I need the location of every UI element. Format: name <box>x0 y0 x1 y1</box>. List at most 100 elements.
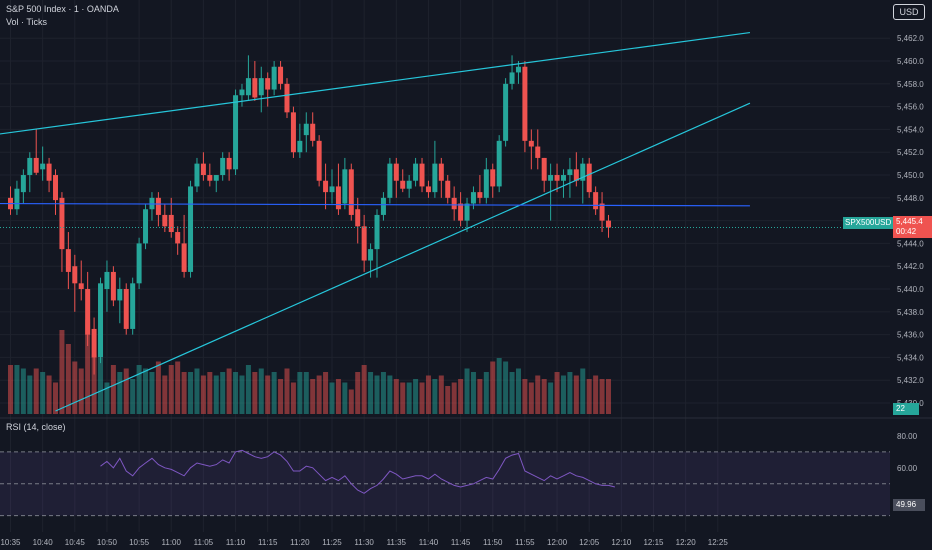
candle-body <box>162 214 168 227</box>
candle-body <box>72 266 78 284</box>
time-tick-label: 10:50 <box>97 538 118 547</box>
candle-body <box>515 66 521 73</box>
candle-body <box>213 175 219 181</box>
candle-body <box>85 289 91 335</box>
volume-legend[interactable]: Vol · Ticks <box>6 17 48 27</box>
volume-bar <box>535 375 541 414</box>
symbol-price-tag: SPX500USD <box>843 217 894 229</box>
candle-body <box>573 169 579 181</box>
rsi-pane <box>0 449 890 517</box>
candle-body <box>413 163 419 181</box>
candle-body <box>297 140 303 153</box>
price-tick-label: 5,448.0 <box>897 194 924 203</box>
candle-body <box>220 157 226 176</box>
candle-body <box>355 209 361 227</box>
time-tick-label: 11:50 <box>483 538 503 547</box>
volume-bar <box>143 368 149 414</box>
volume-bar <box>85 319 91 414</box>
volume-bar <box>33 368 39 414</box>
volume-bar <box>355 372 361 414</box>
volume-bar <box>117 372 123 414</box>
candle-body <box>599 203 605 221</box>
time-tick-label: 10:35 <box>0 538 21 547</box>
volume-bar <box>207 372 213 414</box>
volume-bar <box>284 368 290 414</box>
candle-body <box>451 197 457 210</box>
volume-bar <box>503 361 509 414</box>
volume-bar <box>104 382 110 414</box>
candle-body <box>271 66 277 90</box>
volume-bar <box>541 379 547 414</box>
rsi-tick-label: 60.00 <box>897 464 918 473</box>
candle-body <box>548 175 554 181</box>
volume-bar <box>188 372 194 414</box>
volume-bars <box>8 319 611 414</box>
volume-bar <box>451 382 457 414</box>
volume-bar <box>393 379 399 414</box>
drawings[interactable] <box>0 31 890 412</box>
volume-bar <box>445 386 451 414</box>
volume-bar <box>155 361 161 414</box>
currency-button[interactable]: USD <box>893 4 925 20</box>
candle-body <box>310 123 316 141</box>
volume-bar <box>303 372 309 414</box>
price-tick-label: 5,432.0 <box>897 376 924 385</box>
candles[interactable] <box>8 55 611 375</box>
volume-bar <box>605 379 611 414</box>
candle-body <box>323 180 329 193</box>
candle-body <box>265 78 271 90</box>
volume-bar <box>496 358 502 414</box>
time-tick-label: 11:30 <box>354 538 374 547</box>
candle-body <box>98 283 104 358</box>
candle-body <box>567 169 573 176</box>
volume-bar <box>98 358 104 414</box>
candle-body <box>226 157 232 170</box>
instrument-title[interactable]: S&P 500 Index · 1 · OANDA <box>6 4 119 14</box>
volume-bar <box>91 354 97 414</box>
candle-body <box>535 146 541 158</box>
volume-bar <box>438 375 444 414</box>
volume-bar <box>310 379 316 414</box>
volume-value-tag: 22 <box>893 403 919 415</box>
volume-bar <box>40 372 46 414</box>
candle-body <box>496 140 502 187</box>
candle-body <box>503 83 509 141</box>
candle-body <box>258 78 264 96</box>
volume-bar <box>136 365 142 414</box>
rsi-value-tag: 49.96 <box>893 499 925 511</box>
volume-bar <box>14 365 20 414</box>
rsi-legend[interactable]: RSI (14, close) <box>6 422 66 432</box>
candle-body <box>361 226 367 261</box>
price-tick-label: 5,440.0 <box>897 285 924 294</box>
volume-bar <box>593 375 599 414</box>
candle-body <box>458 203 464 221</box>
volume-bar <box>245 365 251 414</box>
volume-bar <box>470 372 476 414</box>
time-tick-label: 12:10 <box>611 538 632 547</box>
rsi-tick-label: 80.00 <box>897 432 918 441</box>
time-tick-label: 12:05 <box>579 538 600 547</box>
volume-bar <box>548 382 554 414</box>
volume-bar <box>53 382 59 414</box>
candle-body <box>252 78 258 98</box>
volume-bar <box>200 375 206 414</box>
volume-bar <box>110 365 116 414</box>
volume-bar <box>175 361 181 414</box>
volume-bar <box>374 375 380 414</box>
volume-bar <box>599 379 605 414</box>
candle-body <box>374 214 380 250</box>
bar-countdown: 00:42 <box>896 227 917 236</box>
volume-bar <box>271 372 277 414</box>
candle-body <box>438 163 444 181</box>
volume-bar <box>213 375 219 414</box>
candle-body <box>483 169 489 198</box>
candle-body <box>348 169 354 215</box>
volume-bar <box>27 375 33 414</box>
candle-body <box>477 192 483 198</box>
candle-body <box>284 83 290 113</box>
volume-bar <box>65 344 71 414</box>
price-tick-label: 5,442.0 <box>897 262 924 271</box>
candle-body <box>445 180 451 198</box>
